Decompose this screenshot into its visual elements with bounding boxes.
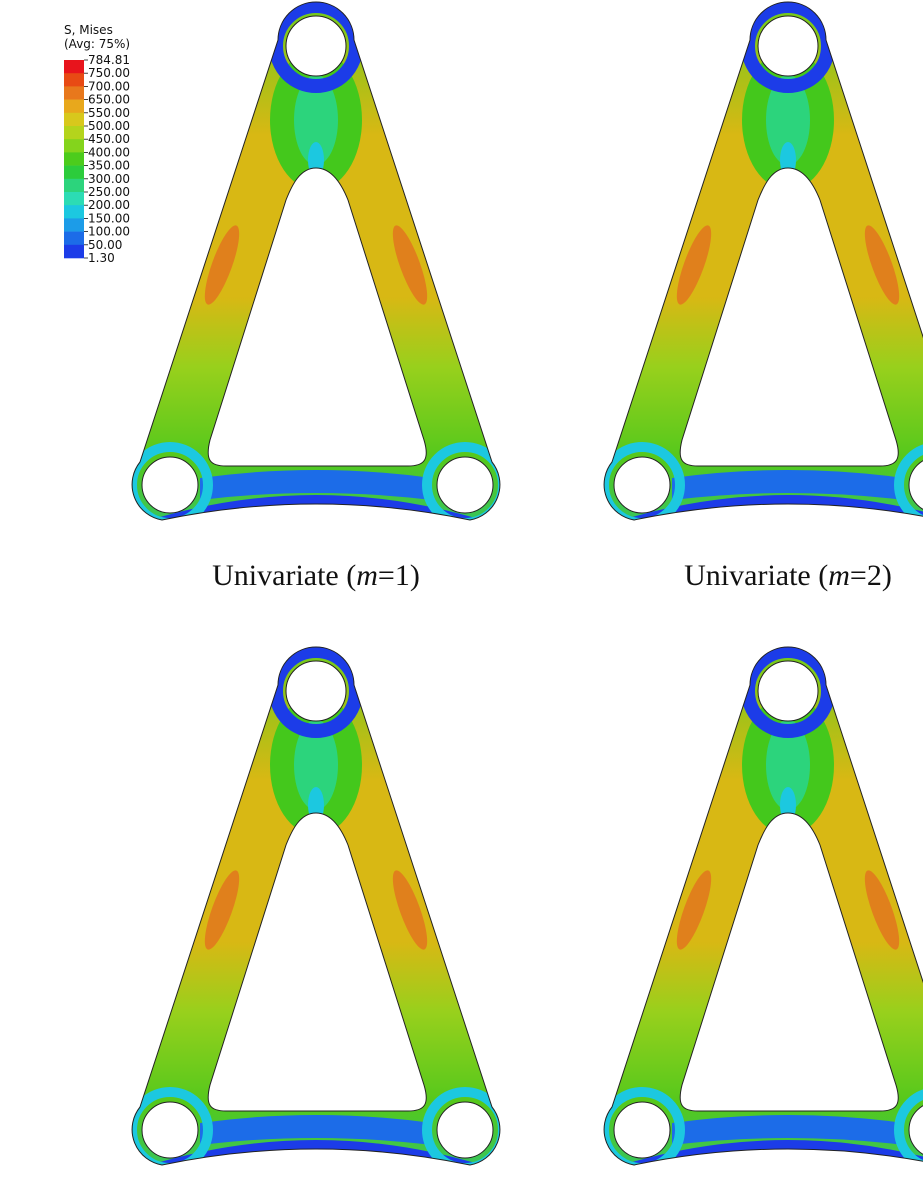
panel-caption: Univariate (m=1) xyxy=(212,559,420,592)
legend-band xyxy=(64,245,84,258)
legend-label: 650.00 xyxy=(88,93,130,107)
legend-label: 200.00 xyxy=(88,198,130,212)
legend-label: 700.00 xyxy=(88,79,130,93)
legend-band xyxy=(64,73,84,87)
legend-label: 750.00 xyxy=(88,66,130,80)
legend-band xyxy=(64,100,84,114)
legend-band xyxy=(64,139,84,153)
stress-contour xyxy=(120,645,520,1184)
legend-label: 300.00 xyxy=(88,172,130,186)
page: {"legend": {"title": "S, Mises", "subtit… xyxy=(0,0,923,1184)
legend-band xyxy=(64,218,84,232)
stress-contour xyxy=(120,0,520,540)
caption-prefix: Univariate ( xyxy=(684,559,828,592)
legend-subtitle: (Avg: 75%) xyxy=(64,37,130,51)
legend-band xyxy=(64,205,84,219)
caption-prefix: Univariate ( xyxy=(212,559,356,592)
legend-label: 350.00 xyxy=(88,159,130,173)
legend-band xyxy=(64,152,84,166)
panel-caption: Univariate (m=2) xyxy=(684,559,892,592)
legend-label: 450.00 xyxy=(88,132,130,146)
legend-band xyxy=(64,166,84,180)
caption-suffix: =1) xyxy=(378,559,420,592)
legend-band xyxy=(64,60,84,74)
legend-label: 250.00 xyxy=(88,185,130,199)
legend-label: 500.00 xyxy=(88,119,130,133)
stress-contour xyxy=(592,0,923,540)
legend-band xyxy=(64,113,84,127)
legend-band xyxy=(64,86,84,100)
legend-band xyxy=(64,192,84,206)
legend-band xyxy=(64,232,84,246)
legend-label: 150.00 xyxy=(88,211,130,225)
legend-title: S, Mises xyxy=(64,23,113,37)
legend-band xyxy=(64,126,84,140)
legend: 784.81750.00700.00650.00550.00500.00450.… xyxy=(64,53,130,265)
captions: Univariate (m=1)Univariate (m=2) xyxy=(212,559,892,592)
legend-label: 50.00 xyxy=(88,238,122,252)
stress-contour xyxy=(592,645,923,1184)
legend-label: 784.81 xyxy=(88,53,130,67)
legend-label: 1.30 xyxy=(88,251,115,265)
legend-label: 400.00 xyxy=(88,145,130,159)
legend-label: 550.00 xyxy=(88,106,130,120)
caption-variable: m xyxy=(356,559,378,592)
legend-band xyxy=(64,179,84,193)
figure: S, Mises (Avg: 75%) 784.81750.00700.0065… xyxy=(0,0,923,1184)
legend-label: 100.00 xyxy=(88,225,130,239)
caption-variable: m xyxy=(828,559,850,592)
caption-suffix: =2) xyxy=(850,559,892,592)
